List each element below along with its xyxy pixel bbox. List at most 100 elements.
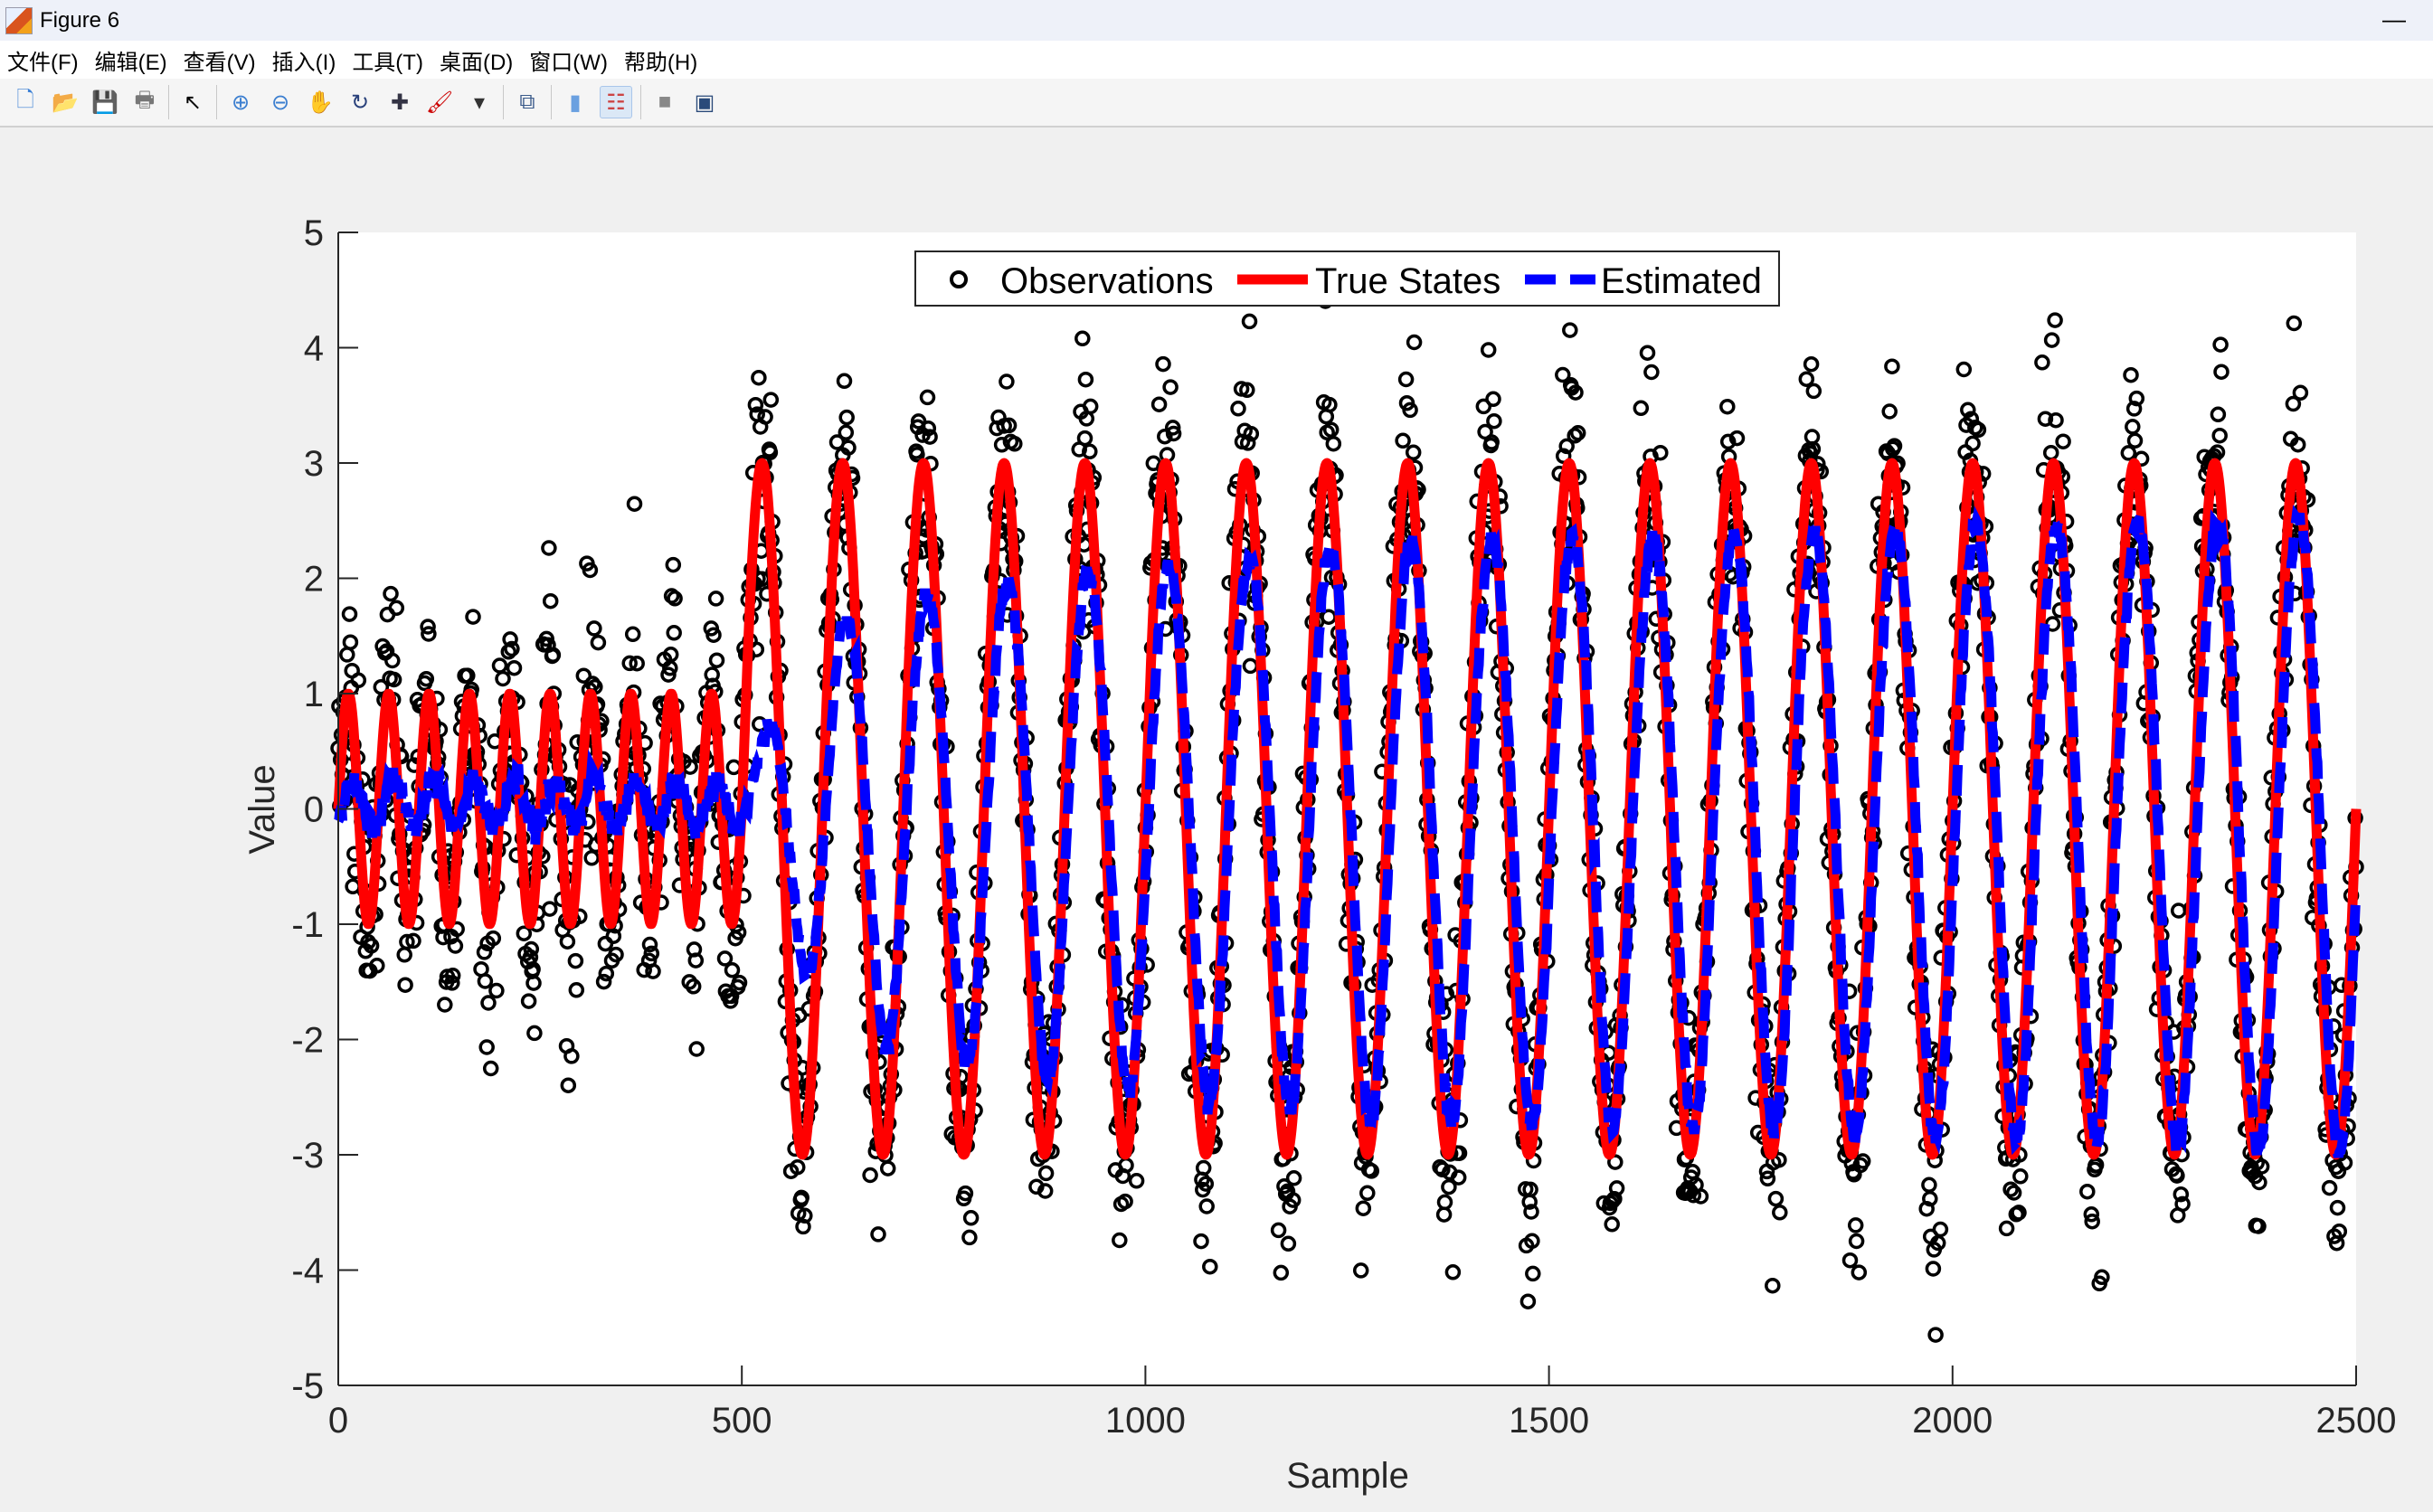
observation-point xyxy=(420,619,436,635)
hide-plot-tools-button[interactable]: ■ xyxy=(649,87,680,118)
observation-point xyxy=(1854,1153,1871,1169)
save-button[interactable]: 💾 xyxy=(90,87,120,118)
menu-item-6[interactable]: 窗口(W) xyxy=(529,50,608,75)
observation-point xyxy=(1273,1264,1290,1281)
observation-point xyxy=(2251,1174,2267,1191)
observation-point xyxy=(1117,1193,1133,1210)
observation-point xyxy=(1803,355,1820,373)
observation-point xyxy=(1355,1200,1372,1216)
observation-point xyxy=(2336,1155,2353,1171)
observation-point xyxy=(1524,1233,1540,1250)
observation-point xyxy=(363,938,380,954)
observation-point xyxy=(1798,371,1815,387)
brush-dropdown-button[interactable]: ▾ xyxy=(464,87,495,118)
window-title: Figure 6 xyxy=(40,7,120,33)
save-icon: 💾 xyxy=(91,90,118,115)
x-tick-label: 0 xyxy=(328,1401,348,1441)
menu-item-1[interactable]: 编辑(E) xyxy=(94,50,167,75)
y-tick-label: -4 xyxy=(291,1252,324,1291)
observation-point xyxy=(730,924,747,940)
rotate-3d-icon: ↻ xyxy=(350,90,370,115)
zoom-in-button[interactable]: ⊕ xyxy=(225,87,256,118)
observation-point xyxy=(629,655,645,672)
menu-item-4[interactable]: 工具(T) xyxy=(352,50,423,75)
observation-point xyxy=(605,928,622,944)
observation-point xyxy=(1239,382,1255,399)
print-button[interactable]: 🖶 xyxy=(129,87,160,118)
observation-point xyxy=(1193,1233,1209,1250)
observation-point xyxy=(1719,433,1737,450)
observation-point xyxy=(1164,420,1181,436)
observation-point xyxy=(1322,421,1340,438)
observation-point xyxy=(1604,1216,1620,1233)
observation-point xyxy=(2253,1158,2270,1175)
rotate-3d-button[interactable]: ↻ xyxy=(345,87,375,118)
observation-point xyxy=(506,659,523,676)
observation-point xyxy=(1007,436,1023,452)
observation-point xyxy=(1525,1265,1541,1282)
observation-point xyxy=(2286,315,2303,332)
observation-point xyxy=(2329,1199,2346,1216)
legend-observations-label: Observations xyxy=(1000,261,1214,301)
open-file-icon: 📂 xyxy=(52,90,79,115)
legend[interactable]: Observations True States Estimated xyxy=(914,250,1780,307)
observation-point xyxy=(1633,400,1650,417)
observation-point xyxy=(879,1160,896,1177)
observation-point xyxy=(1352,1262,1369,1279)
observation-point xyxy=(1162,379,1179,395)
observation-point xyxy=(523,940,540,958)
observation-point xyxy=(444,968,461,984)
legend-estimated-label: Estimated xyxy=(1601,261,1762,301)
observation-point xyxy=(1841,1252,1859,1269)
observation-point xyxy=(2128,390,2145,407)
observation-point xyxy=(1804,440,1822,458)
observation-point xyxy=(575,667,592,684)
observation-point xyxy=(1765,1277,1781,1294)
observation-point xyxy=(708,652,725,668)
observation-point xyxy=(1285,1170,1302,1186)
menu-item-2[interactable]: 查看(V) xyxy=(183,50,256,75)
observation-point xyxy=(1402,402,1418,419)
observation-point xyxy=(1480,342,1497,358)
observation-point xyxy=(1198,1176,1215,1192)
new-figure-button[interactable]: 🗋 xyxy=(10,87,41,118)
link-plot-button[interactable]: ⧉ xyxy=(512,87,543,118)
x-tick-label: 1000 xyxy=(1105,1401,1186,1441)
observation-point xyxy=(1359,1185,1376,1202)
observation-point xyxy=(1037,1165,1055,1182)
observation-point xyxy=(2094,1269,2110,1286)
title-bar: Figure 6 — xyxy=(0,0,2433,41)
observation-point xyxy=(762,444,779,461)
observation-point xyxy=(757,409,773,425)
observation-point xyxy=(418,670,435,687)
observation-point xyxy=(1728,430,1746,447)
menu-item-0[interactable]: 文件(F) xyxy=(7,50,79,75)
data-cursor-button[interactable]: ✚ xyxy=(384,87,415,118)
observation-point xyxy=(1165,425,1182,442)
y-tick-label: 4 xyxy=(304,329,324,369)
legend-button[interactable]: ☷ xyxy=(600,86,632,118)
open-file-button[interactable]: 📂 xyxy=(50,87,80,118)
colorbar-button[interactable]: ▮ xyxy=(560,87,591,118)
observation-point xyxy=(476,944,493,960)
observation-point xyxy=(836,373,853,390)
observation-point xyxy=(2079,1183,2096,1200)
zoom-out-button[interactable]: ⊖ xyxy=(265,87,296,118)
observation-point xyxy=(790,1158,806,1176)
brush-button[interactable]: 🖌 xyxy=(424,87,455,118)
observation-point xyxy=(1607,1154,1624,1170)
observation-point xyxy=(1805,383,1822,400)
y-tick-label: 1 xyxy=(304,675,324,714)
menu-item-3[interactable]: 插入(I) xyxy=(271,50,336,75)
menu-item-5[interactable]: 桌面(D) xyxy=(439,50,514,75)
minimize-button[interactable]: — xyxy=(2382,5,2406,33)
pointer-button[interactable]: ↖ xyxy=(177,87,208,118)
show-plot-tools-button[interactable]: ▣ xyxy=(689,87,720,118)
brush-dropdown-icon: ▾ xyxy=(473,90,486,115)
observation-point xyxy=(542,901,558,917)
observation-point xyxy=(1074,330,1091,347)
menu-item-7[interactable]: 帮助(H) xyxy=(623,50,698,75)
observation-point xyxy=(2005,1185,2022,1201)
observation-point xyxy=(2126,432,2144,449)
pan-hand-button[interactable]: ✋ xyxy=(305,87,336,118)
